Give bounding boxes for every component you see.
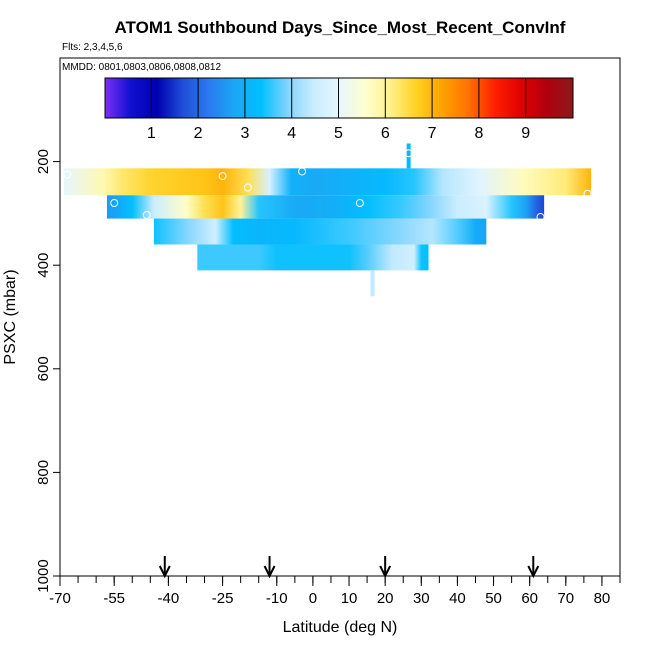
x-tick-label: 0	[309, 590, 317, 607]
colorbar-tick-label: 7	[428, 125, 437, 142]
x-axis-label: Latitude (deg N)	[283, 619, 398, 636]
y-axis-label: PSXC (mbar)	[2, 269, 19, 364]
x-tick-label: 10	[341, 590, 358, 607]
heatmap-band	[153, 218, 487, 245]
data-point	[243, 183, 252, 192]
x-tick-label: 20	[377, 590, 394, 607]
data-point	[110, 199, 119, 208]
axes: -70 -55 -40 -25 -10 0 10 20 30 40 50 60 70 80 200 400 60…	[2, 57, 621, 636]
x-tick-label: -55	[103, 590, 125, 607]
x-tick-label: -25	[212, 590, 234, 607]
x-tick-label: 40	[449, 590, 466, 607]
x-tick-label: 30	[413, 590, 430, 607]
profile-spike	[370, 270, 375, 297]
heatmap-bands	[63, 143, 592, 297]
y-tick-label: 800	[35, 460, 52, 485]
latitude-arrow-head	[263, 565, 276, 579]
x-tick-label: 70	[557, 590, 574, 607]
latitude-arrow-head	[527, 565, 540, 579]
chart-title: ATOM1 Southbound Days_Since_Most_Recent_…	[114, 18, 566, 37]
x-tick-label: 60	[521, 590, 538, 607]
latitude-arrow-head	[379, 565, 392, 579]
x-tick-label: -70	[49, 590, 71, 607]
profile-spike	[406, 143, 411, 169]
colorbar-tick-label: 6	[381, 125, 390, 142]
heatmap-band	[197, 244, 429, 271]
data-point	[142, 210, 151, 219]
plot-frame	[59, 57, 621, 577]
dates-label: MMDD: 0801,0803,0806,0808,0812	[62, 62, 222, 73]
data-point	[536, 213, 545, 222]
latitude-arrows	[158, 556, 540, 579]
latitude-arrow-head	[158, 565, 171, 579]
colorbar-tick-label: 5	[334, 125, 343, 142]
data-point	[218, 172, 227, 181]
y-tick-label: 400	[35, 253, 52, 278]
data-point	[298, 167, 307, 176]
colorbar-tick-label: 4	[287, 125, 296, 142]
y-tick-label: 200	[35, 149, 52, 174]
colorbar: 1 2 3 4 5 6 7 8 9	[104, 77, 574, 142]
data-point	[583, 189, 592, 198]
x-tick-label: -10	[266, 590, 288, 607]
data-point	[404, 149, 413, 158]
colorbar-tick-label: 9	[521, 125, 530, 142]
flights-label: Flts: 2,3,4,5,6	[62, 42, 123, 53]
x-tick-label: 50	[485, 590, 502, 607]
colorbar-tick-label: 8	[474, 125, 483, 142]
y-tick-label: 600	[35, 356, 52, 381]
colorbar-tick-label: 3	[240, 125, 249, 142]
data-point	[175, 244, 184, 253]
colorbar-tick-label: 2	[194, 125, 203, 142]
x-tick-label: 80	[594, 590, 611, 607]
y-tick-label: 1000	[35, 559, 52, 592]
data-point	[355, 199, 364, 208]
data-point	[63, 170, 72, 179]
colorbar-tick-label: 1	[147, 125, 156, 142]
heatmap-band	[106, 195, 545, 219]
x-tick-label: -40	[158, 590, 180, 607]
heatmap-band	[63, 168, 592, 196]
